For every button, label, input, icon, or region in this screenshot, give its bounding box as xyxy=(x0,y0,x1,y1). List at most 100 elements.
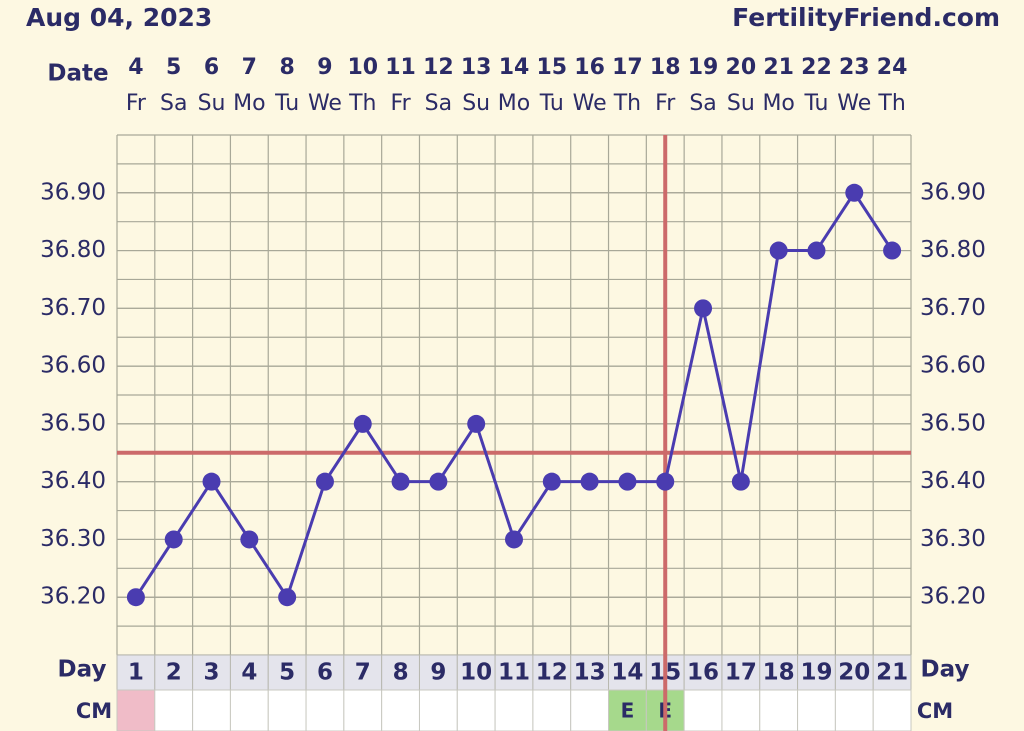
y-tick-label: 36.50 xyxy=(920,410,986,436)
cm-cell xyxy=(381,689,420,731)
temperature-point xyxy=(278,588,297,607)
cycle-day: 10 xyxy=(460,660,492,686)
cm-cell xyxy=(343,689,383,731)
weekday: Sa xyxy=(160,91,187,116)
date-number: 7 xyxy=(242,55,257,80)
temperature-point xyxy=(202,472,221,491)
weekday: Fr xyxy=(391,91,412,116)
temperature-point xyxy=(542,472,561,491)
y-tick-label: 36.40 xyxy=(40,468,106,494)
temperature-point xyxy=(126,588,145,607)
day-cell xyxy=(494,654,534,691)
cm-cell xyxy=(494,689,534,731)
date-number: 22 xyxy=(801,55,832,80)
y-tick-label: 36.70 xyxy=(40,295,106,321)
cm-cell xyxy=(192,689,231,731)
temperature-point xyxy=(807,241,826,260)
date-number: 18 xyxy=(650,55,681,80)
temperature-point xyxy=(769,241,788,260)
cm-cell xyxy=(267,689,307,731)
cycle-day: 14 xyxy=(611,660,643,686)
weekday: Mo xyxy=(233,91,265,116)
date-number: 10 xyxy=(347,55,378,80)
weekday: Mo xyxy=(762,91,794,116)
cycle-day: 6 xyxy=(317,660,333,686)
temperature-point xyxy=(845,183,864,202)
cm-cell xyxy=(229,689,269,731)
day-cell xyxy=(343,654,383,691)
day-cell xyxy=(418,654,458,691)
weekday: Mo xyxy=(498,91,530,116)
date-number: 17 xyxy=(612,55,643,80)
weekday: Tu xyxy=(539,91,564,116)
temperature-point xyxy=(883,241,902,260)
day-cell xyxy=(381,654,420,691)
y-tick-label: 36.20 xyxy=(40,584,106,610)
date-number: 14 xyxy=(499,55,530,80)
cm-cell xyxy=(305,689,345,731)
weekday: We xyxy=(573,91,607,116)
temperature-point xyxy=(467,414,486,433)
temperature-point xyxy=(353,414,372,433)
y-tick-label: 36.80 xyxy=(920,237,986,263)
weekday: We xyxy=(308,91,342,116)
cycle-day: 8 xyxy=(393,660,409,686)
cm-label: CM xyxy=(917,699,953,723)
cycle-day: 3 xyxy=(204,660,220,686)
cycle-day: 13 xyxy=(574,660,606,686)
cm-cell xyxy=(872,689,912,731)
cm-cell xyxy=(797,689,836,731)
date-number: 20 xyxy=(726,55,757,80)
weekday: Fr xyxy=(655,91,676,116)
weekday: Tu xyxy=(803,91,828,116)
weekday: Sa xyxy=(425,91,452,116)
cm-cell xyxy=(532,689,572,731)
day-cell xyxy=(305,654,345,691)
date-number: 24 xyxy=(877,55,908,80)
cm-cell xyxy=(154,689,194,731)
site-name: FertilityFriend.com xyxy=(732,3,1000,32)
temperature-point xyxy=(315,472,334,491)
cm-cell xyxy=(456,689,496,731)
temperature-point xyxy=(164,530,183,549)
y-tick-label: 36.90 xyxy=(40,179,106,205)
cm-cell xyxy=(418,689,458,731)
y-tick-label: 36.60 xyxy=(40,353,106,379)
y-tick-label: 36.80 xyxy=(40,237,106,263)
weekday: Su xyxy=(462,91,490,116)
chart-date: Aug 04, 2023 xyxy=(26,3,212,32)
cycle-day: 5 xyxy=(279,660,295,686)
cycle-day: 4 xyxy=(241,660,257,686)
weekday: Sa xyxy=(689,91,716,116)
temperature-point xyxy=(240,530,259,549)
weekday: Tu xyxy=(274,91,299,116)
weekday: Su xyxy=(727,91,755,116)
y-tick-label: 36.20 xyxy=(920,584,986,610)
cm-cell xyxy=(608,689,647,731)
y-tick-label: 36.30 xyxy=(40,526,106,552)
weekday: Th xyxy=(348,91,376,116)
cycle-day: 17 xyxy=(725,660,757,686)
cycle-day: 18 xyxy=(763,660,795,686)
y-tick-label: 36.70 xyxy=(920,295,986,321)
cm-cell xyxy=(116,689,156,731)
cycle-day: 16 xyxy=(687,660,719,686)
y-tick-label: 36.40 xyxy=(920,468,986,494)
cycle-day: 7 xyxy=(355,660,371,686)
cycle-day: 19 xyxy=(800,660,832,686)
y-tick-label: 36.60 xyxy=(920,353,986,379)
cm-label: CM xyxy=(76,699,112,723)
temperature-point xyxy=(694,299,713,318)
day-cell xyxy=(267,654,307,691)
date-number: 16 xyxy=(574,55,605,80)
date-number: 8 xyxy=(279,55,294,80)
day-label: Day xyxy=(921,657,970,683)
temperature-point xyxy=(580,472,599,491)
date-number: 13 xyxy=(461,55,492,80)
temperature-point xyxy=(656,472,675,491)
date-number: 19 xyxy=(688,55,719,80)
cycle-day: 2 xyxy=(166,660,182,686)
date-number: 6 xyxy=(204,55,219,80)
date-label: Date xyxy=(47,61,108,87)
